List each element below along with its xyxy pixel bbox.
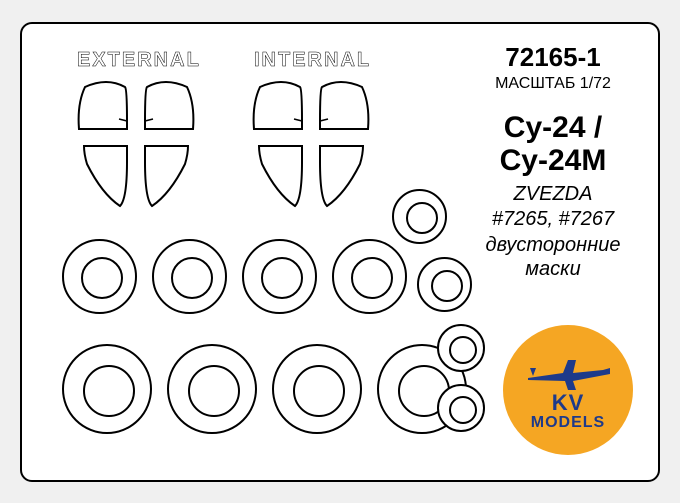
model-line-2: Су-24М [500, 144, 607, 177]
wheel-mask-ring [272, 344, 362, 434]
wheel-mask-ring [62, 344, 152, 434]
desc-line-1: двусторонние [486, 234, 621, 256]
wheel-mask-ring [167, 344, 257, 434]
wheel-mask-ring [152, 239, 227, 314]
wheel-mask-ring [437, 384, 485, 432]
desc-line-2: маски [525, 258, 580, 280]
kit-numbers: #7265, #7267 [468, 208, 638, 231]
canopy-internal-bottom-right [315, 144, 365, 209]
wheel-mask-ring [392, 189, 447, 244]
description: двусторонние маски [468, 233, 638, 281]
brand-logo: KV MODELS [503, 325, 633, 455]
wheel-mask-ring [437, 324, 485, 372]
model-line-1: Су-24 / [504, 111, 602, 144]
internal-label: INTERNAL [254, 49, 371, 72]
part-number: 72165-1 [468, 42, 638, 73]
canopy-internal-top-left [252, 79, 307, 134]
wheel-mask-ring [62, 239, 137, 314]
canopy-external-bottom-right [140, 144, 190, 209]
wheel-mask-ring [332, 239, 407, 314]
canopy-external-top-left [77, 79, 132, 134]
mask-template-card: EXTERNAL INTERNAL 72165-1 МАСШТАБ 1/72 С… [20, 22, 660, 482]
logo-brand-line-1: KV [552, 390, 585, 416]
canopy-external-bottom-left [82, 144, 132, 209]
canopy-internal-bottom-left [257, 144, 307, 209]
wheel-mask-ring [417, 257, 472, 312]
canopy-internal-top-right [315, 79, 370, 134]
external-label: EXTERNAL [77, 49, 201, 72]
scale-text: МАСШТАБ 1/72 [468, 75, 638, 93]
manufacturer: ZVEZDA [468, 183, 638, 206]
wheel-mask-ring [242, 239, 317, 314]
canopy-external-top-right [140, 79, 195, 134]
info-block: 72165-1 МАСШТАБ 1/72 Су-24 / Су-24М ZVEZ… [468, 42, 638, 281]
model-name: Су-24 / Су-24М [468, 111, 638, 177]
logo-brand-line-2: MODELS [531, 414, 605, 432]
